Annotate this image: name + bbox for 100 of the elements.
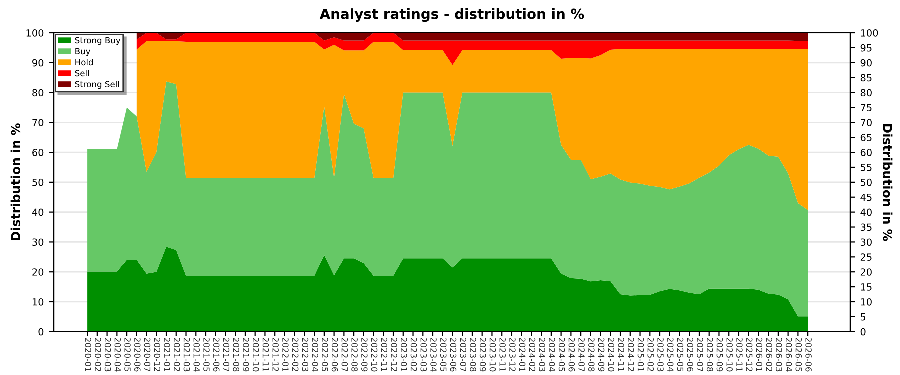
x-tick-label: 2020-06 xyxy=(134,338,141,372)
x-tick-label: 2021-11 xyxy=(262,338,270,372)
y-tick-label: 20 xyxy=(32,268,44,276)
y-tick-label: 90 xyxy=(32,59,44,67)
x-tick-label: 2021-07 xyxy=(223,338,230,372)
x-tick-label: 2023-05 xyxy=(440,338,447,372)
legend-label: Hold xyxy=(76,59,94,66)
x-tick-label: 2021-10 xyxy=(252,338,260,372)
x-tick-label: 2026-02 xyxy=(766,338,772,372)
y-tick-label: 40 xyxy=(32,208,44,216)
x-tick-label: 2022-05 xyxy=(322,338,328,372)
x-tick-label: 2023-06 xyxy=(450,338,457,372)
x-tick-label: 2024-08 xyxy=(588,338,595,372)
chart-title: Analyst ratings - distribution in % xyxy=(320,8,584,22)
x-tick-label: 2021-02 xyxy=(174,338,180,372)
x-tick-label: 2022-09 xyxy=(361,338,368,372)
y2-tick-label: 65 xyxy=(860,134,872,142)
x-tick-label: 2025-05 xyxy=(677,338,684,372)
y-tick-label: 0 xyxy=(38,328,44,336)
x-tick-label: 2021-05 xyxy=(204,338,210,372)
x-tick-label: 2024-10 xyxy=(608,338,615,372)
y2-tick-label: 85 xyxy=(860,74,872,82)
x-tick-label: 2022-04 xyxy=(312,338,318,372)
x-tick-label: 2022-07 xyxy=(342,338,348,372)
x-tick-label: 2020-03 xyxy=(104,338,112,372)
x-tick-label: 2025-10 xyxy=(726,338,733,372)
y-tick-label: 30 xyxy=(32,238,44,246)
y2-tick-label: 15 xyxy=(861,284,872,291)
x-tick-label: 2024-04 xyxy=(549,338,556,372)
x-tick-label: 2023-12 xyxy=(510,338,516,372)
x-tick-label: 2023-02 xyxy=(410,338,418,372)
x-tick-label: 2021-01 xyxy=(164,338,170,372)
x-tick-label: 2022-12 xyxy=(391,338,398,372)
x-tick-label: 2023-09 xyxy=(480,338,486,372)
x-tick-label: 2024-03 xyxy=(539,338,546,372)
x-tick-label: 2023-03 xyxy=(420,338,428,372)
x-tick-label: 2022-06 xyxy=(332,338,338,372)
x-tick-label: 2022-11 xyxy=(381,338,388,372)
x-tick-label: 2020-12 xyxy=(154,338,161,372)
x-tick-label: 2024-11 xyxy=(618,338,624,372)
x-tick-label: 2020-01 xyxy=(85,338,92,372)
x-tick-label: 2024-01 xyxy=(519,338,526,372)
y-tick-label: 10 xyxy=(32,298,44,306)
x-tick-label: 2023-07 xyxy=(460,338,466,372)
y-tick-label: 60 xyxy=(32,149,44,156)
y-tick-label: 70 xyxy=(32,119,44,126)
x-tick-label: 2024-12 xyxy=(628,338,634,372)
x-tick-label: 2022-02 xyxy=(292,338,299,372)
x-tick-label: 2021-09 xyxy=(243,338,250,372)
x-tick-label: 2022-01 xyxy=(282,338,289,372)
y2-tick-label: 5 xyxy=(860,314,866,321)
x-tick-label: 2025-09 xyxy=(716,338,724,372)
y2-tick-label: 40 xyxy=(860,208,872,216)
y2-tick-label: 75 xyxy=(861,104,872,112)
y2-tick-label: 70 xyxy=(861,119,872,126)
x-tick-label: 2024-07 xyxy=(578,338,585,372)
x-tick-label: 2024-05 xyxy=(558,338,566,372)
x-tick-label: 2026-04 xyxy=(786,338,792,372)
x-tick-label: 2023-10 xyxy=(490,338,496,372)
y-tick-label: 80 xyxy=(32,89,44,97)
legend-label: Buy xyxy=(76,48,91,56)
y2-tick-label: 95 xyxy=(860,44,872,52)
y2-tick-label: 0 xyxy=(860,328,866,336)
legend-label: Sell xyxy=(75,70,90,77)
y2-tick-label: 100 xyxy=(861,29,878,37)
legend-label: Strong Buy xyxy=(75,37,121,46)
x-tick-label: 2023-11 xyxy=(500,338,506,372)
x-tick-label: 2021-08 xyxy=(233,338,240,372)
x-tick-label: 2021-03 xyxy=(184,338,190,372)
x-tick-label: 2024-09 xyxy=(598,338,605,372)
x-tick-label: 2025-07 xyxy=(697,338,704,372)
x-tick-label: 2021-12 xyxy=(272,338,279,372)
y-tick-label: 100 xyxy=(26,29,44,37)
x-tick-label: 2025-03 xyxy=(658,338,664,372)
legend-label: Strong Sell xyxy=(75,81,120,90)
x-tick-label: 2020-07 xyxy=(144,338,151,372)
y2-tick-label: 20 xyxy=(860,268,872,276)
x-tick-label: 2026-03 xyxy=(776,338,782,372)
x-tick-label: 2026-05 xyxy=(796,338,802,372)
y2-tick-label: 60 xyxy=(860,149,872,156)
x-tick-label: 2021-06 xyxy=(213,338,220,372)
y2-tick-label: 45 xyxy=(860,194,872,202)
y2-tick-label: 80 xyxy=(860,89,872,97)
x-tick-label: 2023-01 xyxy=(400,338,408,372)
y-axis-title: Distribution in % xyxy=(10,124,21,241)
y2-tick-label: 30 xyxy=(860,238,872,246)
x-tick-label: 2024-06 xyxy=(568,338,576,372)
x-tick-label: 2025-01 xyxy=(638,338,644,372)
y2-tick-label: 55 xyxy=(860,164,872,172)
x-tick-label: 2020-04 xyxy=(114,338,122,372)
x-tick-label: 2025-02 xyxy=(648,338,654,372)
y-tick-label: 50 xyxy=(32,178,44,186)
y2-tick-label: 25 xyxy=(860,254,872,261)
x-tick-label: 2020-05 xyxy=(124,338,131,372)
x-tick-label: 2025-11 xyxy=(736,338,743,372)
x-tick-label: 2020-02 xyxy=(95,338,102,372)
x-tick-label: 2024-02 xyxy=(529,338,536,372)
x-tick-label: 2022-03 xyxy=(302,338,309,372)
x-tick-label: 2022-10 xyxy=(371,338,378,372)
y2-tick-label: 90 xyxy=(860,59,872,67)
